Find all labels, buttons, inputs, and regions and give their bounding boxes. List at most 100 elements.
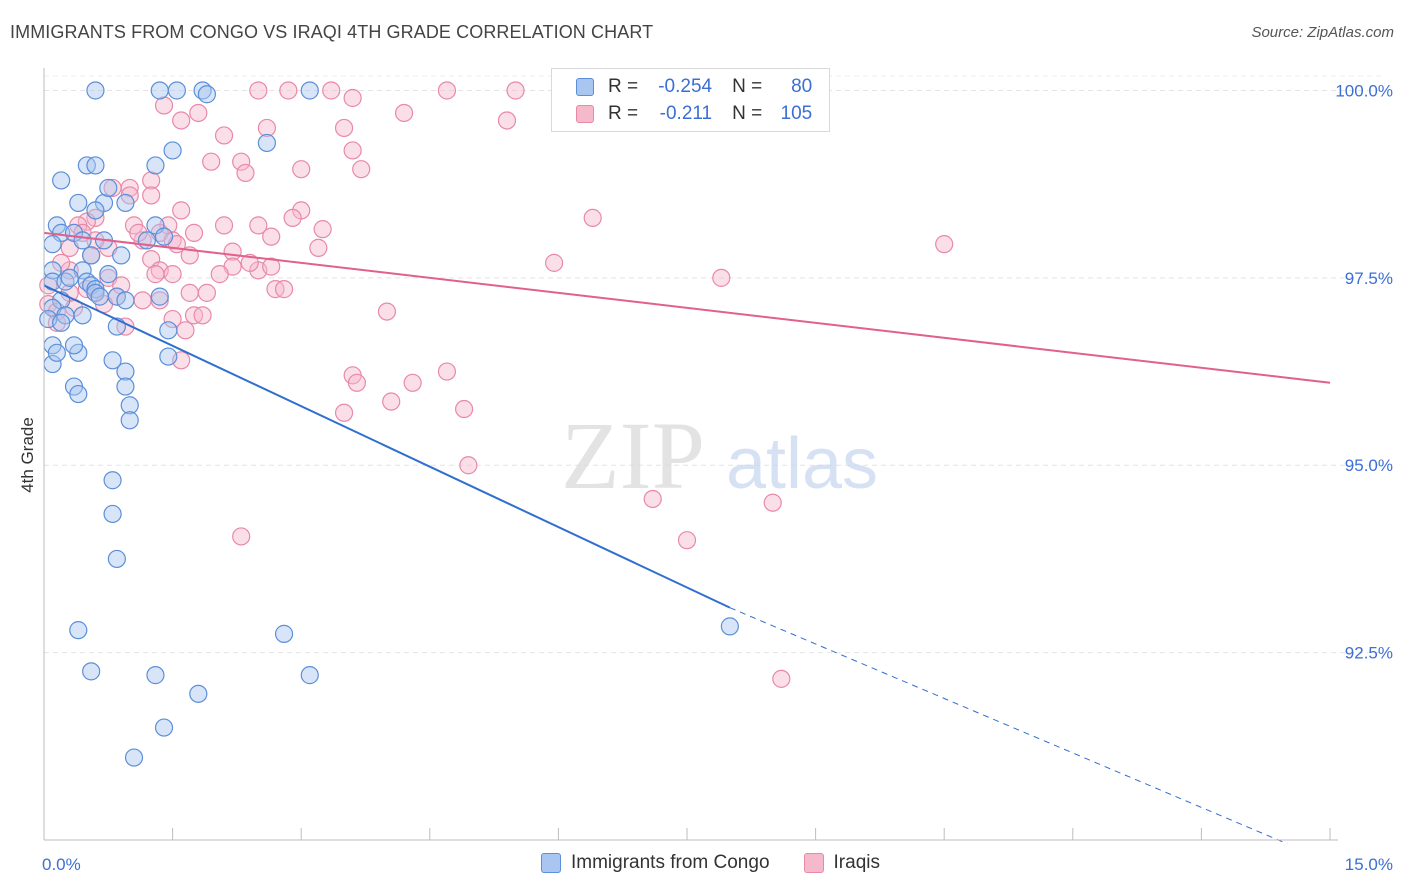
watermark-zip: ZIP — [561, 402, 705, 509]
congo-point — [103, 351, 122, 370]
iraqis-point — [313, 220, 332, 239]
congo-trend-line — [43, 284, 731, 609]
legend-row-congo: R = -0.254 N = 80 — [576, 75, 812, 99]
source-credit: Source: ZipAtlas.com — [1251, 24, 1394, 41]
iraqis-point — [189, 103, 208, 123]
iraqis-point — [210, 265, 229, 284]
congo-point — [154, 227, 174, 246]
congo-point — [189, 684, 208, 703]
legend-r-value-iraqis: -0.211 — [659, 103, 713, 124]
y-tick-label: 95.0% — [1345, 456, 1393, 475]
iraqis-point — [202, 152, 221, 171]
iraqis-point — [180, 283, 199, 302]
chart-title: IMMIGRANTS FROM CONGO VS IRAQI 4TH GRADE… — [10, 22, 654, 42]
iraqis-point — [334, 403, 354, 422]
iraqis-point — [184, 223, 204, 242]
congo-point — [167, 81, 186, 100]
y-axis-title: 4th Grade — [18, 417, 37, 493]
iraqis-point — [120, 178, 139, 198]
legend-n-label: N = — [732, 76, 763, 97]
iraqis-point — [437, 81, 457, 100]
iraqis-point — [347, 373, 367, 392]
congo-point — [300, 666, 319, 685]
iraqis-point — [583, 208, 602, 228]
congo-point — [154, 718, 174, 737]
iraqis-point — [454, 399, 474, 419]
iraqis-point — [334, 118, 354, 138]
congo-point — [90, 287, 109, 306]
legend-n-value-iraqis: 105 — [780, 103, 813, 124]
iraqis-point — [249, 81, 268, 100]
congo-point — [69, 384, 88, 404]
congo-point — [274, 624, 294, 643]
iraqis-point — [377, 302, 397, 321]
iraqis-point — [459, 456, 478, 475]
correlation-legend: R = -0.254 N = 80 R = -0.211 N = 105 — [551, 68, 830, 132]
iraqis-point — [142, 186, 161, 205]
iraqis-point — [236, 163, 255, 183]
congo-point — [99, 265, 118, 284]
congo-point — [159, 347, 178, 366]
congo-point — [103, 504, 122, 524]
iraqis-point — [309, 238, 328, 257]
y-tick-label: 100.0% — [1335, 81, 1393, 100]
congo-point — [150, 81, 169, 100]
congo-point — [43, 235, 62, 254]
iraqis-point — [772, 669, 791, 688]
iraqis-point — [257, 118, 277, 138]
iraqis-point — [322, 81, 341, 100]
congo-point — [52, 313, 71, 332]
iraqis-trend-line — [43, 231, 1331, 384]
iraqis-point — [712, 268, 731, 287]
iraqis-point — [163, 265, 182, 284]
watermark-atlas: atlas — [726, 424, 878, 504]
congo-point — [60, 268, 79, 287]
iraqis-point — [283, 208, 302, 228]
congo-point — [86, 201, 105, 220]
congo-point — [69, 621, 88, 640]
iraqis-point — [343, 88, 362, 108]
iraqis-point — [763, 493, 782, 512]
legend-item-iraqis[interactable]: Iraqis — [803, 852, 880, 874]
congo-point — [73, 231, 92, 250]
iraqis-point — [197, 283, 216, 302]
congo-point — [159, 321, 178, 340]
legend-swatch-iraqis — [576, 105, 594, 123]
iraqis-point — [935, 235, 954, 254]
congo-point — [82, 662, 101, 681]
legend-label-iraqis: Iraqis — [833, 852, 880, 873]
legend-item-congo[interactable]: Immigrants from Congo — [541, 852, 770, 874]
congo-point — [116, 291, 135, 310]
congo-point — [64, 336, 84, 355]
y-tick-label: 92.5% — [1345, 644, 1393, 663]
x-tick-label-max: 15.0% — [1345, 855, 1393, 874]
congo-point — [120, 411, 139, 430]
congo-point — [116, 377, 135, 396]
legend-swatch-iraqis — [803, 853, 824, 873]
iraqis-point — [643, 489, 662, 509]
iraqis-point — [214, 216, 234, 235]
congo-point — [107, 549, 126, 569]
iraqis-point — [343, 141, 362, 160]
iraqis-point — [163, 309, 182, 329]
iraqis-point — [394, 103, 414, 123]
iraqis-point — [262, 227, 281, 246]
iraqis-point — [133, 291, 152, 310]
congo-point — [82, 246, 101, 265]
congo-point — [69, 193, 88, 213]
iraqis-point — [497, 111, 517, 130]
congo-point — [146, 156, 165, 175]
legend-row-iraqis: R = -0.211 N = 105 — [576, 102, 812, 126]
iraqis-point — [403, 373, 422, 392]
congo-points — [39, 81, 739, 767]
iraqis-point — [437, 362, 457, 381]
legend-swatch-congo — [541, 853, 561, 873]
series-legend: Immigrants from Congo Iraqis — [541, 852, 914, 874]
legend-r-value-congo: -0.254 — [658, 76, 713, 97]
iraqis-point — [154, 96, 174, 115]
iraqis-point — [249, 216, 268, 235]
congo-point — [103, 471, 122, 490]
iraqis-point — [262, 257, 281, 276]
congo-point — [197, 85, 216, 104]
iraqis-point — [292, 160, 311, 179]
